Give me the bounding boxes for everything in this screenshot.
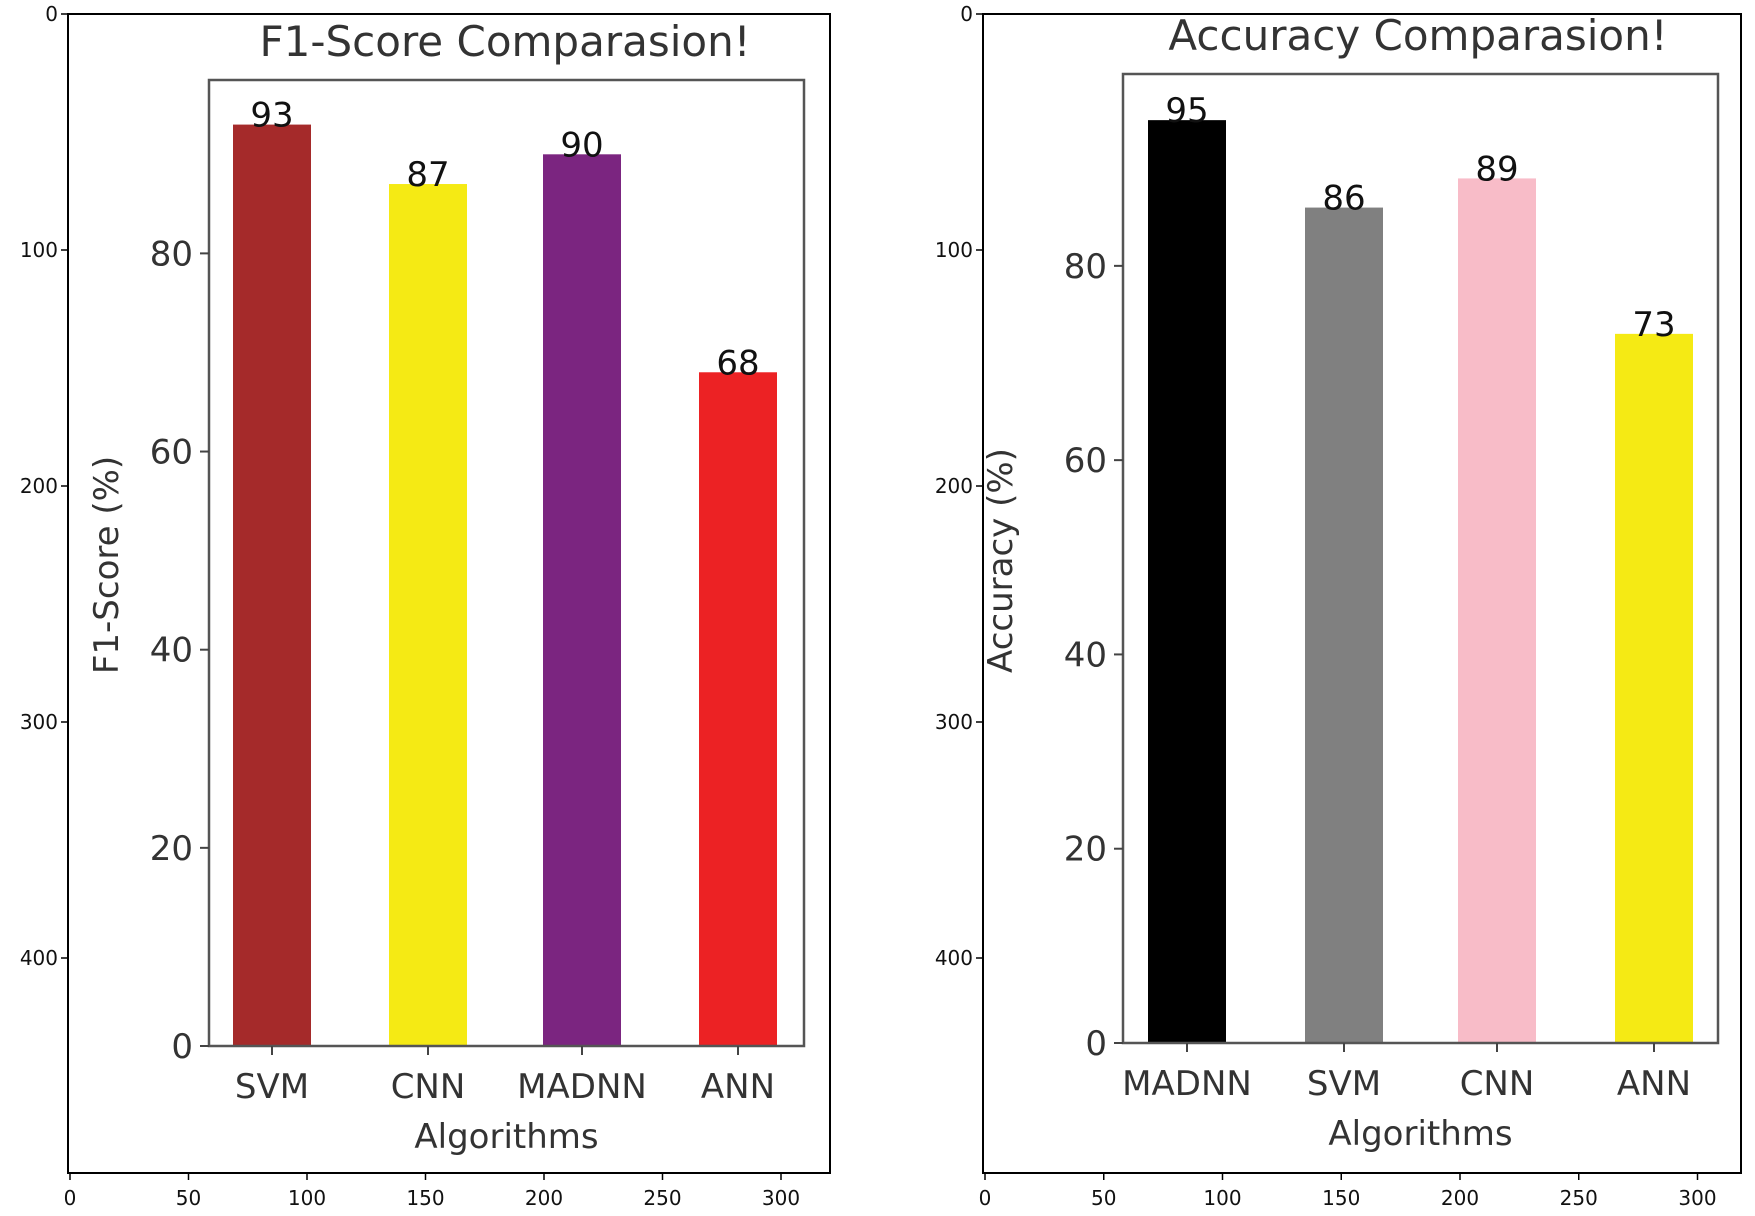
bar-value-label: 93 [250,96,293,136]
image-y-tick-label: 300 [20,710,58,734]
image-x-tick-label: 100 [1203,1186,1241,1210]
image-y-tick-label: 300 [935,710,973,734]
plot-frame [1121,72,1720,1045]
y-tick-label: 40 [150,631,193,671]
image-y-tick-label: 0 [45,2,58,26]
bar-value-label: 89 [1475,149,1518,189]
chart-panel-2: 0 50 100 150 200 250 3000100200300400Accuracy … [935,2,1742,1210]
image-x-tick-label: 50 [1091,1186,1116,1210]
image-y-tick-label: 400 [20,946,58,970]
image-x-tick-label: 300 [762,1186,800,1210]
bar-value-label: 68 [716,343,759,383]
x-tick-label: SVM [235,1067,309,1107]
bar-value-label: 87 [406,155,449,195]
image-x-tick-label: 300 [1678,1186,1716,1210]
y-axis-label: Accuracy (%) [981,448,1021,673]
image-x-tick-label: 200 [1441,1186,1479,1210]
image-y-tick-label: 400 [935,946,973,970]
image-y-tick-label: 200 [935,474,973,498]
x-axis-label: Algorithms [1328,1114,1512,1154]
x-tick-label: SVM [1307,1064,1381,1104]
y-axis-label: F1-Score (%) [87,456,127,674]
y-tick-label: 80 [150,234,193,274]
bar-ann [699,372,777,1046]
x-tick-label: CNN [391,1067,466,1107]
y-tick-label: 0 [1085,1024,1107,1064]
y-tick-label: 20 [150,829,193,869]
x-tick-label: ANN [1617,1064,1691,1104]
bar-value-label: 95 [1165,91,1208,131]
y-tick-label: 40 [1064,635,1107,675]
image-x-tick-label: 50 [176,1186,201,1210]
image-y-tick-label: 200 [20,474,58,498]
image-axes-frame [67,13,831,1174]
y-tick-label: 60 [1064,441,1107,481]
x-tick-label: MADNN [1122,1064,1252,1104]
image-x-tick-label: 100 [288,1186,326,1210]
x-axis-label: Algorithms [414,1117,598,1157]
chart-title: F1-Score Comparasion! [259,17,750,66]
bar-svm [233,124,311,1047]
bar-svm [1305,207,1383,1044]
image-x-tick-label: 200 [525,1186,563,1210]
chart-title: Accuracy Comparasion! [1168,11,1667,60]
bar-cnn [1458,178,1536,1043]
image-x-tick-label: 150 [1322,1186,1360,1210]
bar-value-label: 86 [1322,179,1365,219]
image-x-tick-label: 250 [643,1186,681,1210]
image-y-tick-label: 0 [960,2,973,26]
bar-value-label: 90 [560,125,603,165]
image-axes-frame [982,13,1742,1174]
y-tick-label: 60 [150,433,193,473]
bar-value-label: 73 [1632,305,1675,345]
x-tick-label: ANN [701,1067,775,1107]
y-tick-label: 20 [1064,830,1107,870]
y-tick-label: 80 [1064,247,1107,287]
image-y-tick-label: 100 [20,238,58,262]
image-x-tick-label: 150 [406,1186,444,1210]
chart-panel-1: 0 50 100 150 200 250 3000100200300400F1-Score … [20,2,831,1210]
bar-madnn [543,154,621,1047]
bar-madnn [1148,120,1226,1043]
x-tick-label: MADNN [517,1067,647,1107]
plot-frame [207,78,806,1048]
bar-ann [1615,333,1693,1043]
image-x-tick-label: 250 [1560,1186,1598,1210]
image-x-tick-label: 0 [979,1186,992,1210]
bar-cnn [389,184,467,1046]
image-x-tick-label: 0 [64,1186,77,1210]
y-tick-label: 0 [171,1027,193,1067]
x-tick-label: CNN [1460,1064,1535,1104]
image-y-tick-label: 100 [935,238,973,262]
